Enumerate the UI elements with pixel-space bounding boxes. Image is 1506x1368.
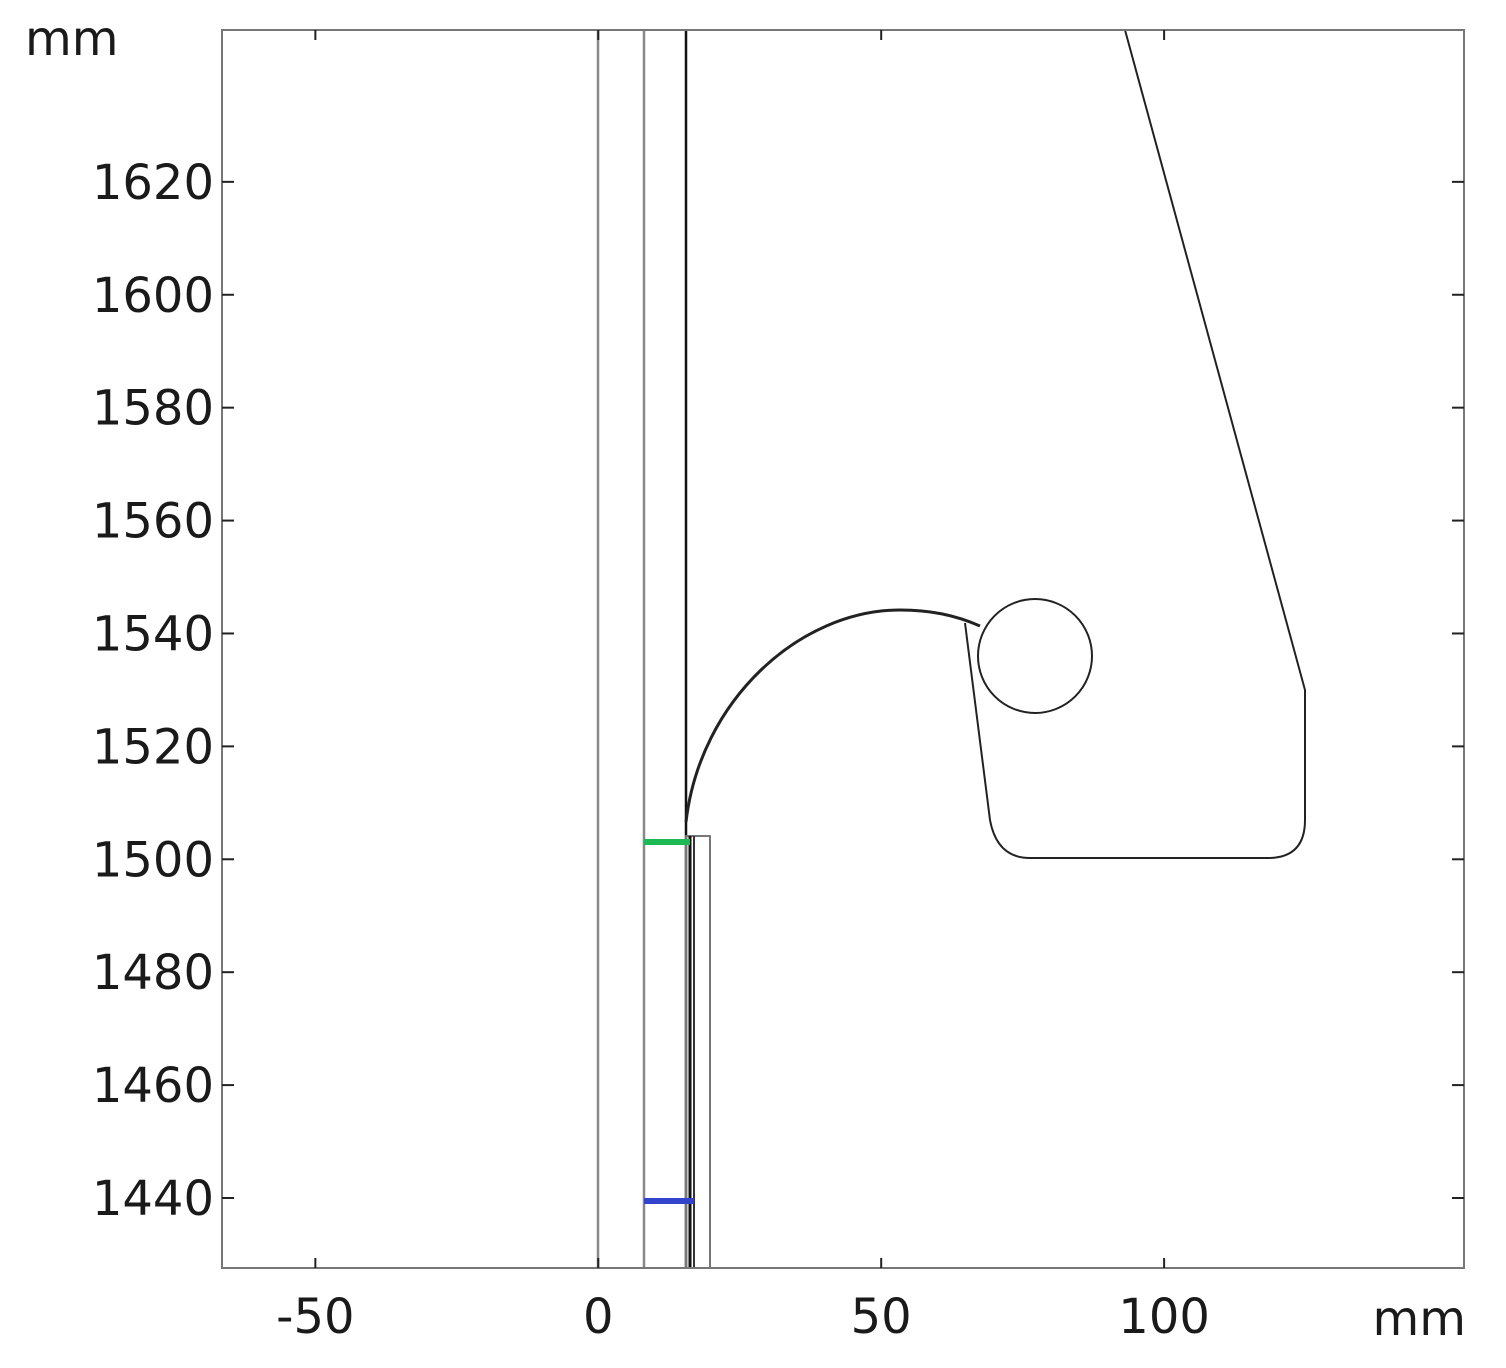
geometry <box>596 29 1306 1269</box>
y-tick-label: 1560 <box>92 494 214 550</box>
y-tick-label: 1620 <box>92 155 214 211</box>
y-tick-label: 1480 <box>92 945 214 1001</box>
x-axis-label: mm <box>1372 1291 1466 1347</box>
y-tick-label: 1580 <box>92 381 214 437</box>
plot-frame <box>221 29 1465 1269</box>
x-tick-label: 100 <box>1118 1289 1210 1345</box>
boundary <box>977 598 1093 714</box>
x-tick-label: 50 <box>851 1289 912 1345</box>
y-tick-label: 1440 <box>92 1171 214 1227</box>
y-tick-label: 1500 <box>92 832 214 888</box>
y-tick-label: 1600 <box>92 268 214 324</box>
x-tick-label: -50 <box>276 1289 354 1345</box>
y-tick-label: 1540 <box>92 606 214 662</box>
boundary <box>684 608 981 823</box>
boundary <box>964 29 1306 859</box>
y-axis-label: mm <box>25 11 119 67</box>
y-tick-label: 1460 <box>92 1058 214 1114</box>
y-tick-label: 1520 <box>92 719 214 775</box>
x-tick-label: 0 <box>583 1289 614 1345</box>
